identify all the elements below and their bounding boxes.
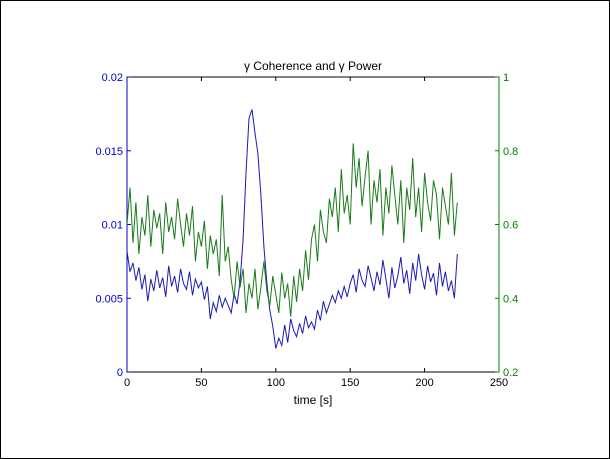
chart-title: γ Coherence and γ Power: [244, 59, 382, 73]
left-y-tick-label: 0.02: [102, 72, 123, 84]
left-y-tick-label: 0: [117, 367, 123, 379]
plot-area: [126, 76, 500, 373]
x-tick-label: 250: [490, 377, 508, 389]
x-tick-label: 50: [195, 377, 207, 389]
x-tick-label: 200: [415, 377, 433, 389]
left-y-tick-label: 0.01: [102, 220, 123, 232]
right-y-tick-label: 0.2: [503, 367, 518, 379]
right-y-tick-label: 0.6: [503, 220, 518, 232]
right-y-axis: 0.2 0.4 0.6 0.8 1: [495, 72, 518, 379]
x-tick-label: 100: [267, 377, 285, 389]
right-y-tick-label: 0.8: [503, 146, 518, 158]
right-y-tick-label: 0.4: [503, 293, 518, 305]
coherence-series-line: [126, 109, 458, 349]
left-y-tick-label: 0.015: [95, 146, 123, 158]
left-y-tick-label: 0.005: [95, 293, 123, 305]
power-series-line: [126, 143, 458, 317]
right-y-tick-label: 1: [503, 72, 509, 84]
series-lines: [126, 109, 458, 349]
x-tick-label: 150: [341, 377, 359, 389]
x-axis-label: time [s]: [294, 393, 333, 407]
x-tick-label: 0: [124, 377, 130, 389]
left-y-axis: 0 0.005 0.01 0.015 0.02: [95, 72, 131, 379]
